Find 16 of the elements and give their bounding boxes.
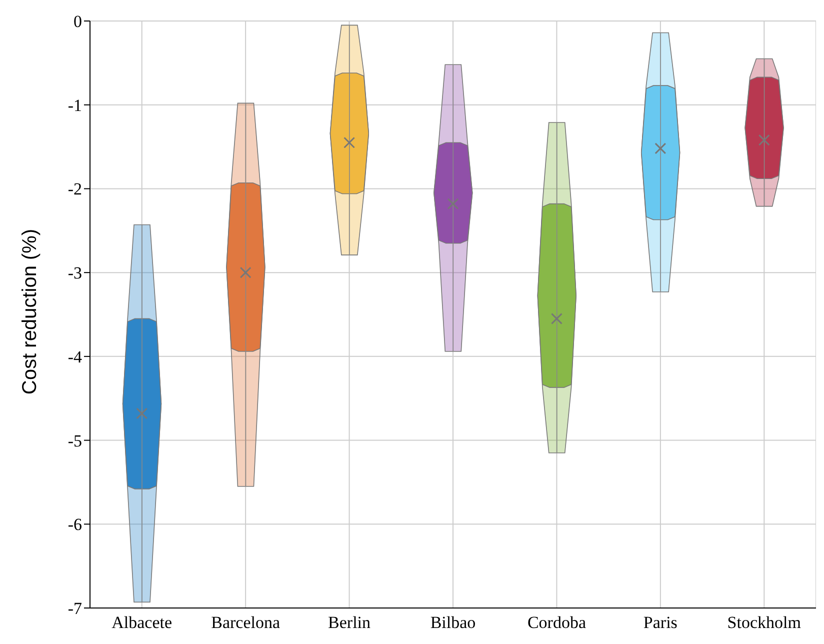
y-tick-label: -1 bbox=[68, 96, 82, 115]
y-tick-label: -3 bbox=[68, 264, 82, 283]
x-tick-label: Cordoba bbox=[527, 613, 586, 632]
y-tick-label: -6 bbox=[68, 515, 82, 534]
x-tick-label: Albacete bbox=[112, 613, 172, 632]
x-tick-label: Paris bbox=[643, 613, 678, 632]
y-tick-label: -2 bbox=[68, 180, 82, 199]
y-tick-label: -4 bbox=[68, 347, 82, 366]
x-tick-label: Bilbao bbox=[430, 613, 476, 632]
x-tick-label: Berlin bbox=[328, 613, 372, 632]
y-tick-label: 0 bbox=[74, 12, 82, 32]
y-tick-label: -7 bbox=[68, 599, 82, 618]
y-tick-label: -5 bbox=[68, 431, 82, 450]
x-tick-label: Barcelona bbox=[211, 613, 280, 632]
x-tick-label: Stockholm bbox=[727, 613, 801, 632]
y-axis-title: Cost reduction (%) bbox=[19, 228, 42, 394]
